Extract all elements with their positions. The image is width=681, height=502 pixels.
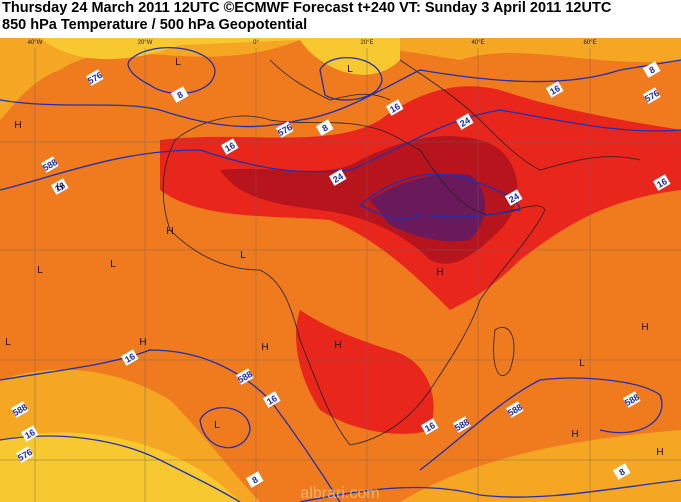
coast	[493, 327, 515, 377]
contour-label-box	[20, 425, 39, 442]
contour-label: 16	[388, 101, 402, 115]
header: Thursday 24 March 2011 12UTC ©ECMWF Fore…	[2, 0, 611, 34]
extreme-field	[370, 173, 485, 242]
longitude-label: 20°W	[138, 40, 153, 46]
pressure-center: L	[214, 420, 220, 431]
contour-label: 24	[507, 191, 521, 205]
contour-line	[0, 109, 681, 191]
contours	[0, 47, 681, 502]
contour-label-box	[545, 81, 564, 98]
longitude-label: 40°W	[28, 40, 43, 46]
warm-field	[400, 430, 681, 502]
contour-line	[358, 173, 521, 220]
pressure-center: L	[110, 259, 116, 270]
longitude-label: 60°E	[583, 40, 596, 46]
contour-line	[127, 47, 216, 95]
pressure-center: L	[240, 250, 246, 261]
contour-label: 8	[617, 466, 626, 477]
contour-label-box	[235, 368, 254, 385]
pressure-center: H	[656, 447, 663, 458]
contour-label: 16	[223, 140, 237, 154]
contour-label-box	[622, 391, 641, 408]
contour-line	[199, 407, 251, 449]
pressure-center: L	[5, 337, 11, 348]
pressure-center: H	[56, 182, 63, 193]
pressure-center: L	[37, 265, 43, 276]
subtitle-line: 850 hPa Temperature / 500 hPa Geopotenti…	[2, 17, 308, 33]
contour-label: 16	[655, 176, 669, 190]
contour-label-box	[652, 174, 671, 191]
pressure-center: H	[166, 226, 173, 237]
contour-label: 8	[647, 64, 656, 75]
pressure-center: H	[261, 342, 268, 353]
contour-label-box	[642, 61, 661, 78]
contour-label-box	[612, 463, 631, 480]
contour-label-box	[85, 69, 104, 86]
contour-label-box	[10, 401, 29, 418]
pressure-center: H	[139, 337, 146, 348]
contour-label-box	[15, 446, 34, 463]
contour-label-box	[420, 418, 439, 435]
contour-label-box	[328, 169, 347, 186]
contour-label: 16	[123, 351, 137, 365]
contour-label-box	[385, 99, 404, 116]
pressure-center: H	[14, 120, 21, 131]
longitude-label: 0°	[253, 40, 259, 46]
contour-label: 16	[53, 180, 67, 194]
graticule	[0, 48, 681, 502]
contour-label-box	[262, 391, 281, 408]
contour-line	[319, 57, 383, 101]
contour-label-box	[170, 86, 189, 103]
contour-label-box	[220, 138, 239, 155]
contour-label: 24	[458, 115, 472, 129]
cool-field	[40, 38, 400, 75]
pressure-center: L	[175, 57, 181, 68]
contour-label: 16	[23, 427, 37, 441]
contour-label-box	[505, 401, 524, 418]
contour-label: 8	[250, 474, 259, 485]
title-line: Thursday 24 March 2011 12UTC ©ECMWF Fore…	[2, 0, 612, 16]
pressure-center: L	[579, 358, 585, 369]
watermark: albrari.com	[300, 485, 379, 502]
contour-label-box	[50, 178, 69, 195]
contour-line	[299, 479, 681, 502]
pressure-center: L	[347, 64, 353, 75]
contour-label-box	[642, 87, 661, 104]
contour-line	[419, 377, 663, 471]
longitude-label: 20°E	[360, 40, 373, 46]
contour-label: 8	[175, 89, 184, 100]
contour-label-box	[455, 113, 474, 130]
pressure-center: H	[571, 429, 578, 440]
coast	[399, 59, 641, 171]
contour-label-box	[504, 189, 523, 206]
contour-label: 24	[331, 171, 345, 185]
pressure-center: H	[641, 322, 648, 333]
contour-label-box	[452, 416, 471, 433]
pressure-center: H	[334, 340, 341, 351]
contour-line	[0, 349, 341, 502]
pressure-center: H	[436, 267, 443, 278]
contour-label: 16	[423, 420, 437, 434]
contour-label-box	[245, 471, 264, 488]
contour-label-box	[40, 156, 59, 173]
contour-label-box	[315, 119, 334, 136]
hot-field	[296, 310, 434, 434]
cool-field	[0, 432, 240, 502]
contour-label-box	[275, 121, 294, 138]
coast	[162, 115, 546, 446]
longitude-label: 40°E	[471, 40, 484, 46]
contour-label-box	[120, 349, 139, 366]
contour-label: 16	[265, 393, 279, 407]
contour-line	[0, 435, 241, 502]
contour-line	[0, 59, 681, 128]
contour-label: 16	[548, 83, 562, 97]
contour-label: 8	[320, 122, 329, 133]
